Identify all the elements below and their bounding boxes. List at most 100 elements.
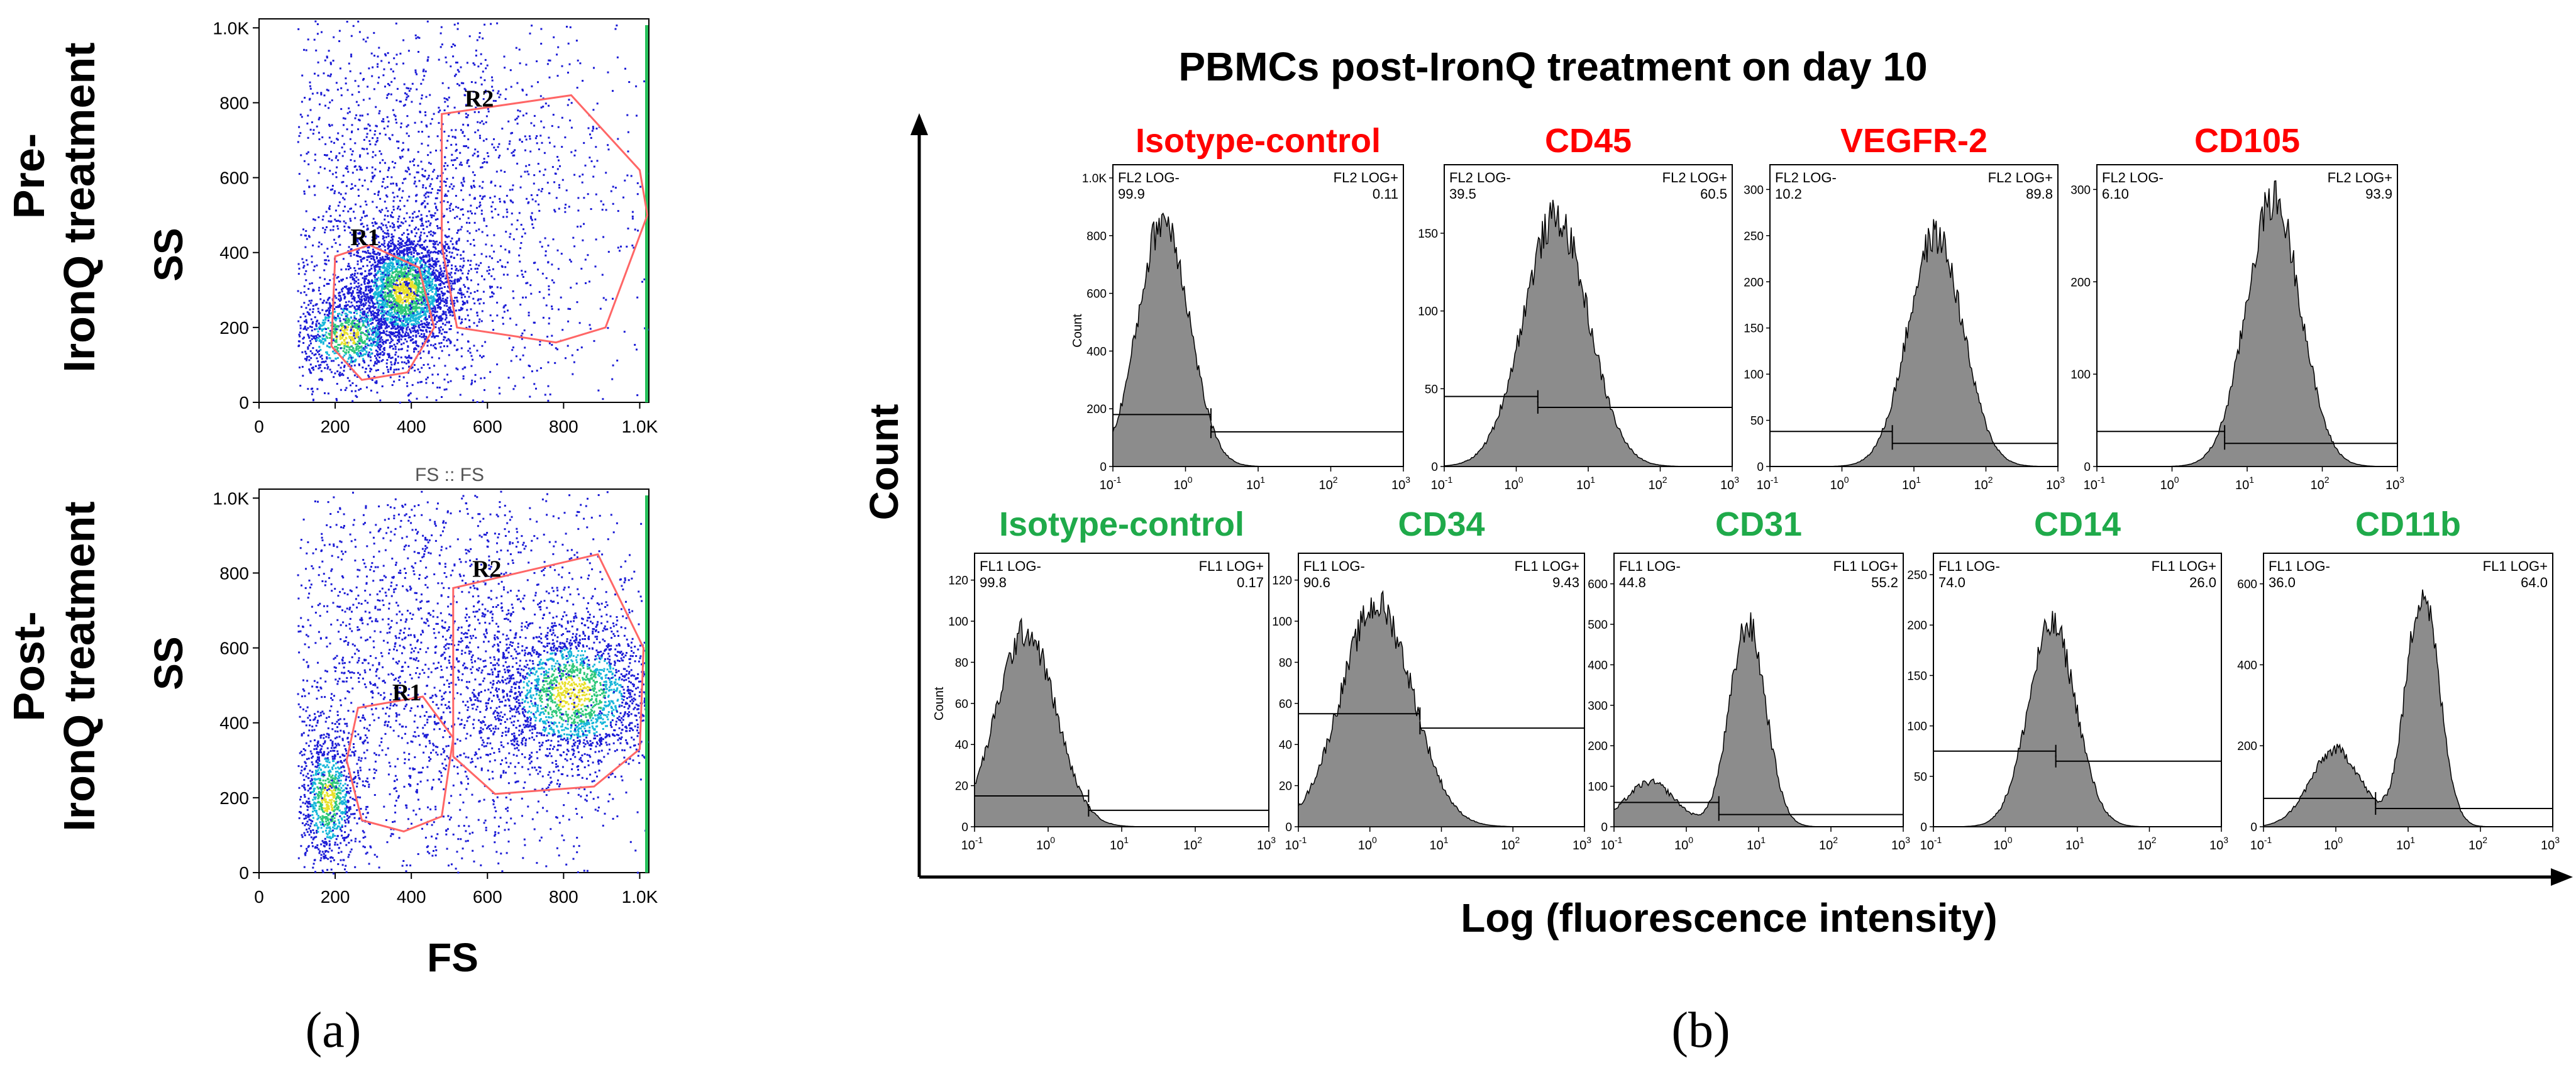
scatter-point <box>577 59 579 62</box>
scatter-point <box>345 305 347 307</box>
scatter-point <box>353 315 356 317</box>
scatter-point <box>326 337 329 339</box>
scatter-point <box>372 256 375 258</box>
scatter-point <box>377 194 379 196</box>
scatter-point <box>333 352 336 355</box>
scatter-point <box>405 299 407 301</box>
scatter-point <box>367 311 369 314</box>
scatter-point <box>334 190 336 192</box>
scatter-point <box>370 314 373 317</box>
scatter-point <box>338 298 340 301</box>
scatter-point <box>422 326 424 328</box>
scatter-point <box>478 32 481 34</box>
scatter-point <box>329 101 331 104</box>
scatter-point <box>444 156 446 158</box>
scatter-point <box>408 294 411 297</box>
scatter-point <box>299 324 302 327</box>
scatter-point <box>385 226 388 229</box>
scatter-point <box>426 321 428 323</box>
scatter-point <box>402 323 405 326</box>
scatter-point <box>310 388 312 390</box>
scatter-point <box>357 260 359 263</box>
scatter-point <box>362 324 364 327</box>
scatter-point <box>601 273 604 276</box>
scatter-point <box>387 310 390 312</box>
scatter-point <box>346 277 348 279</box>
scatter-point <box>331 185 334 187</box>
scatter-point <box>511 131 513 134</box>
scatter-point <box>431 214 433 216</box>
scatter-point <box>358 350 360 352</box>
scatter-point <box>404 264 406 266</box>
scatter-point <box>307 327 309 329</box>
scatter-point <box>318 353 321 356</box>
scatter-point <box>489 295 492 298</box>
scatter-point <box>480 62 482 65</box>
scatter-point <box>492 99 495 102</box>
scatter-point <box>513 154 516 157</box>
scatter-point <box>323 334 324 337</box>
scatter-point <box>340 373 342 376</box>
scatter-point <box>434 274 437 277</box>
scatter-point <box>355 101 358 103</box>
scatter-point <box>377 341 380 344</box>
scatter-point <box>353 306 356 308</box>
scatter-point <box>382 285 384 287</box>
scatter-point <box>357 333 359 335</box>
scatter-point <box>343 347 345 350</box>
scatter-point <box>327 327 329 329</box>
scatter-point <box>397 226 400 229</box>
scatter-point <box>450 202 452 205</box>
scatter-point <box>512 346 514 349</box>
scatter-point <box>399 305 401 307</box>
scatter-point <box>402 331 404 334</box>
scatter-point <box>592 128 595 130</box>
scatter-point <box>441 82 444 84</box>
scatter-point <box>422 228 424 230</box>
scatter-point <box>324 316 327 318</box>
scatter-point <box>349 348 351 351</box>
scatter-point <box>477 129 479 131</box>
scatter-point <box>439 189 441 192</box>
scatter-point <box>411 306 412 309</box>
scatter-point <box>399 156 401 158</box>
scatter-point <box>466 301 468 304</box>
scatter-point <box>481 187 484 189</box>
scatter-point <box>345 315 347 317</box>
scatter-point <box>391 239 394 241</box>
scatter-point <box>421 219 423 222</box>
scatter-point <box>403 275 406 277</box>
scatter-point <box>344 325 346 328</box>
scatter-point <box>387 326 390 328</box>
scatter-point <box>368 97 371 100</box>
scatter-point <box>321 31 323 33</box>
scatter-point <box>430 240 433 242</box>
scatter-point <box>406 212 408 214</box>
scatter-point <box>577 226 579 228</box>
scatter-point <box>451 287 453 289</box>
scatter-point <box>306 179 309 182</box>
scatter-point <box>321 218 324 221</box>
scatter-point <box>522 354 524 356</box>
scatter-point <box>616 56 619 58</box>
scatter-point <box>419 234 422 236</box>
scatter-point <box>480 83 483 86</box>
scatter-point <box>311 299 313 302</box>
scatter-point <box>419 323 422 326</box>
scatter-point <box>372 343 374 346</box>
scatter-point <box>316 339 318 341</box>
scatter-point <box>406 340 408 343</box>
scatter-point <box>409 328 411 331</box>
scatter-point <box>399 52 402 55</box>
scatter-point <box>342 374 345 377</box>
scatter-point <box>399 267 402 269</box>
scatter-point <box>455 195 457 197</box>
scatter-point <box>486 64 489 67</box>
scatter-point <box>345 353 347 355</box>
scatter-point <box>409 304 411 307</box>
scatter-point <box>480 212 483 215</box>
scatter-point <box>307 136 309 139</box>
scatter-point <box>326 226 328 228</box>
scatter-point <box>389 285 391 287</box>
scatter-point <box>384 297 387 300</box>
